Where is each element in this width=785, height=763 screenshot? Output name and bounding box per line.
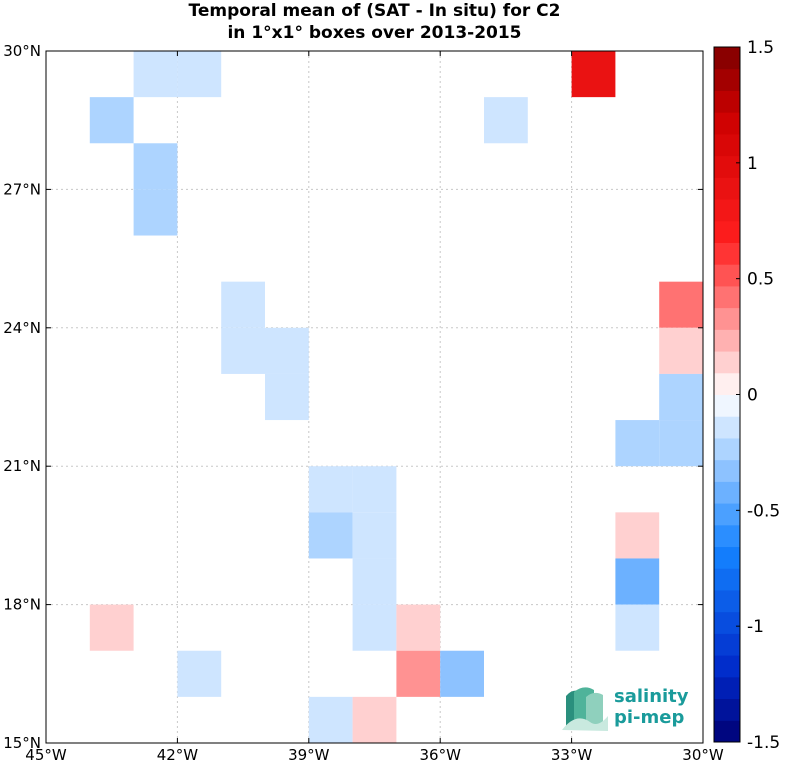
- colorbar-segment: [714, 394, 740, 417]
- heatmap-cell: [177, 650, 222, 697]
- chart-title-line-1: Temporal mean of (SAT - In situ) for C2: [188, 1, 561, 21]
- colorbar-tick-label: 1: [747, 154, 758, 174]
- colorbar-tick-label: -1.5: [747, 733, 780, 753]
- heatmap-cell: [265, 327, 309, 374]
- heatmap-cells: [89, 51, 703, 743]
- heatmap-cell: [352, 466, 397, 513]
- colorbar-segment: [714, 481, 740, 504]
- heatmap-cell: [659, 373, 703, 421]
- colorbar-tick-label: -0.5: [747, 501, 780, 521]
- chart-title: Temporal mean of (SAT - In situ) for C2 …: [46, 0, 703, 44]
- colorbar-tick-label: 0: [747, 386, 758, 406]
- x-tick-label: 33°W: [551, 746, 593, 763]
- colorbar-segment: [714, 199, 740, 222]
- x-axis: 45°W 42°W 39°W 36°W 33°W 30°W: [25, 51, 724, 763]
- heatmap-cell: [352, 604, 397, 651]
- colorbar-segment: [714, 155, 740, 178]
- colorbar-segment: [714, 568, 740, 591]
- salinity-pimep-logo: salinity pi-mep: [562, 686, 689, 731]
- y-tick-label: 24°N: [3, 319, 41, 337]
- colorbar-segment: [714, 242, 740, 265]
- heatmap-cell: [484, 97, 528, 144]
- colorbar-segment: [714, 47, 740, 70]
- logo-text-line-2: pi-mep: [614, 707, 684, 728]
- colorbar-segment: [714, 720, 740, 743]
- x-tick-label: 36°W: [419, 746, 461, 763]
- heatmap-cell: [659, 327, 703, 374]
- heatmap-cell: [615, 420, 660, 467]
- colorbar-segment: [714, 437, 740, 461]
- colorbar-segment: [714, 524, 740, 548]
- heatmap-cell: [308, 466, 353, 513]
- colorbar-segment: [714, 68, 740, 91]
- colorbar: 1.5 1 0.5 0 -0.5 -1 -1.5: [713, 38, 780, 753]
- colorbar-segment: [714, 698, 740, 721]
- heatmap-cell: [133, 143, 178, 190]
- heatmap-cell: [440, 650, 484, 697]
- colorbar-segment: [714, 372, 740, 395]
- heatmap-cell: [615, 604, 660, 651]
- colorbar-segment: [714, 264, 740, 287]
- colorbar-segment: [714, 285, 740, 309]
- y-tick-label: 27°N: [3, 180, 41, 198]
- heatmap-cell: [133, 51, 178, 98]
- colorbar-tick-label: 0.5: [747, 270, 774, 290]
- y-tick-label: 18°N: [3, 596, 41, 614]
- heatmap-cell: [352, 512, 397, 559]
- x-tick-label: 45°W: [25, 746, 67, 763]
- y-tick-label: 15°N: [3, 734, 41, 752]
- heatmap-cell: [89, 97, 134, 144]
- colorbar-segment: [714, 112, 740, 135]
- heatmap-cell: [659, 420, 703, 467]
- colorbar-segment: [714, 90, 740, 113]
- heatmap-cell: [221, 281, 265, 328]
- heatmap-cell: [133, 189, 178, 236]
- heatmap-cell: [89, 604, 134, 651]
- x-tick-label: 30°W: [682, 746, 724, 763]
- colorbar-segment: [714, 611, 740, 634]
- heatmap-cell: [615, 512, 660, 559]
- heatmap-cell: [265, 373, 309, 421]
- heatmap-cell: [659, 281, 703, 328]
- y-tick-label: 30°N: [3, 42, 41, 60]
- colorbar-segment: [714, 459, 740, 482]
- heatmap-cell: [177, 51, 222, 98]
- heatmap-cell: [352, 558, 397, 605]
- colorbar-tick-label: 1.5: [747, 38, 774, 58]
- heatmap-cell: [571, 51, 616, 98]
- colorbar-segment: [714, 416, 740, 439]
- colorbar-tick-label: -1: [747, 617, 764, 637]
- chart-title-line-2: in 1°x1° boxes over 2013-2015: [227, 23, 522, 43]
- x-tick-label: 39°W: [288, 746, 330, 763]
- heatmap-cell: [396, 604, 441, 651]
- colorbar-segment: [714, 655, 740, 678]
- colorbar-segment: [714, 633, 740, 656]
- colorbar-segment: [714, 351, 740, 374]
- colorbar-segment: [714, 133, 740, 157]
- colorbar-segment: [714, 307, 740, 330]
- y-axis: 30°N 27°N 24°N 21°N 18°N 15°N: [3, 42, 703, 752]
- colorbar-segment: [714, 329, 740, 352]
- logo-text-line-1: salinity: [614, 686, 689, 707]
- logo-wave-icon: [562, 687, 608, 731]
- heatmap-cell: [396, 650, 441, 697]
- y-tick-label: 21°N: [3, 457, 41, 475]
- heatmap-cell: [308, 512, 353, 559]
- x-tick-label: 42°W: [157, 746, 199, 763]
- colorbar-segment: [714, 503, 740, 526]
- colorbar-segment: [714, 589, 740, 613]
- heatmap-cell: [615, 558, 660, 605]
- heatmap-cell: [352, 696, 397, 743]
- heatmap-cell: [221, 327, 265, 374]
- colorbar-segment: [714, 676, 740, 700]
- colorbar-segment: [714, 546, 740, 569]
- colorbar-segment: [714, 177, 740, 200]
- colorbar-segment: [714, 220, 740, 243]
- heatmap-cell: [308, 696, 353, 743]
- plot-frame: [45, 50, 704, 744]
